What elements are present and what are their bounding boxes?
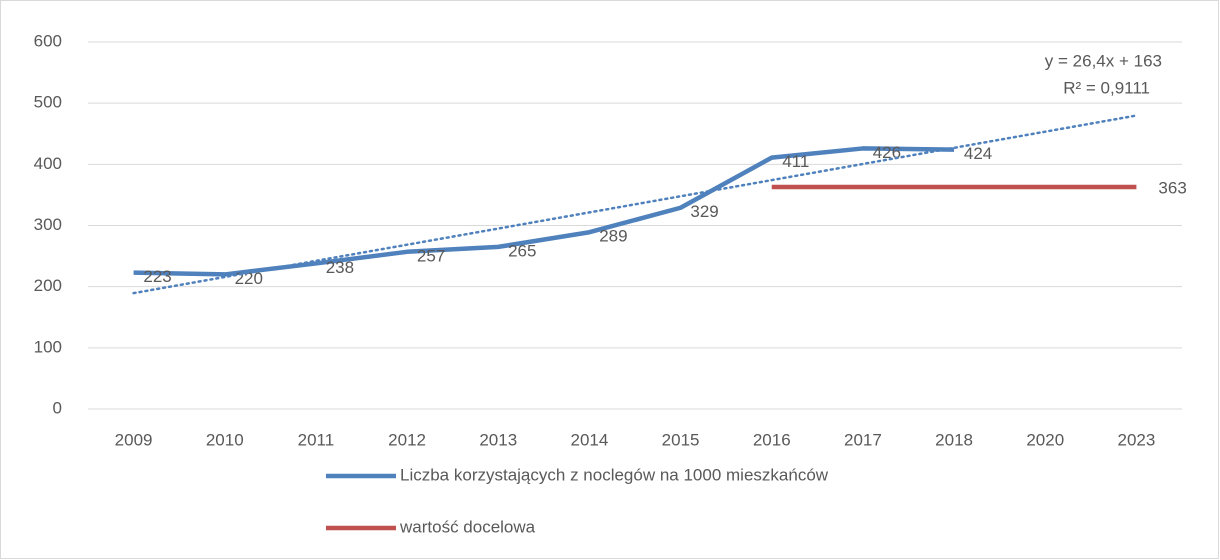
data-label: 238 xyxy=(326,258,354,277)
x-tick-label: 2009 xyxy=(115,430,153,449)
data-label: 363 xyxy=(1158,178,1186,197)
trend-line xyxy=(132,114,1138,295)
trend-r-squared: R² = 0,9111 xyxy=(1063,78,1150,97)
y-tick-label: 300 xyxy=(34,215,62,234)
x-tick-label: 2023 xyxy=(1118,430,1156,449)
data-label: 329 xyxy=(690,202,718,221)
y-tick-label: 400 xyxy=(34,154,62,173)
legend-label: wartość docelowa xyxy=(399,517,536,536)
y-tick-label: 500 xyxy=(34,93,62,112)
data-label: 223 xyxy=(143,267,171,286)
data-label: 424 xyxy=(964,144,992,163)
x-tick-label: 2018 xyxy=(935,430,973,449)
y-tick-label: 100 xyxy=(34,337,62,356)
y-tick-label: 600 xyxy=(34,31,62,50)
x-tick-label: 2013 xyxy=(479,430,517,449)
x-tick-label: 2011 xyxy=(298,430,335,449)
x-tick-label: 2010 xyxy=(206,430,244,449)
x-tick-label: 2016 xyxy=(753,430,791,449)
x-tick-label: 2015 xyxy=(662,430,700,449)
data-label: 426 xyxy=(873,143,901,162)
x-tick-label: 2012 xyxy=(388,430,426,449)
legend-label: Liczba korzystających z noclegów na 1000… xyxy=(400,465,829,484)
x-tick-label: 2014 xyxy=(571,430,609,449)
data-label: 265 xyxy=(508,241,536,260)
y-tick-label: 200 xyxy=(34,276,62,295)
y-tick-label: 0 xyxy=(53,398,62,417)
data-label: 411 xyxy=(782,152,809,171)
x-tick-label: 2020 xyxy=(1026,430,1064,449)
x-tick-label: 2017 xyxy=(844,430,882,449)
trend-equation: y = 26,4x + 163 xyxy=(1045,51,1162,70)
data-label: 289 xyxy=(599,227,627,246)
data-label: 257 xyxy=(417,246,445,265)
